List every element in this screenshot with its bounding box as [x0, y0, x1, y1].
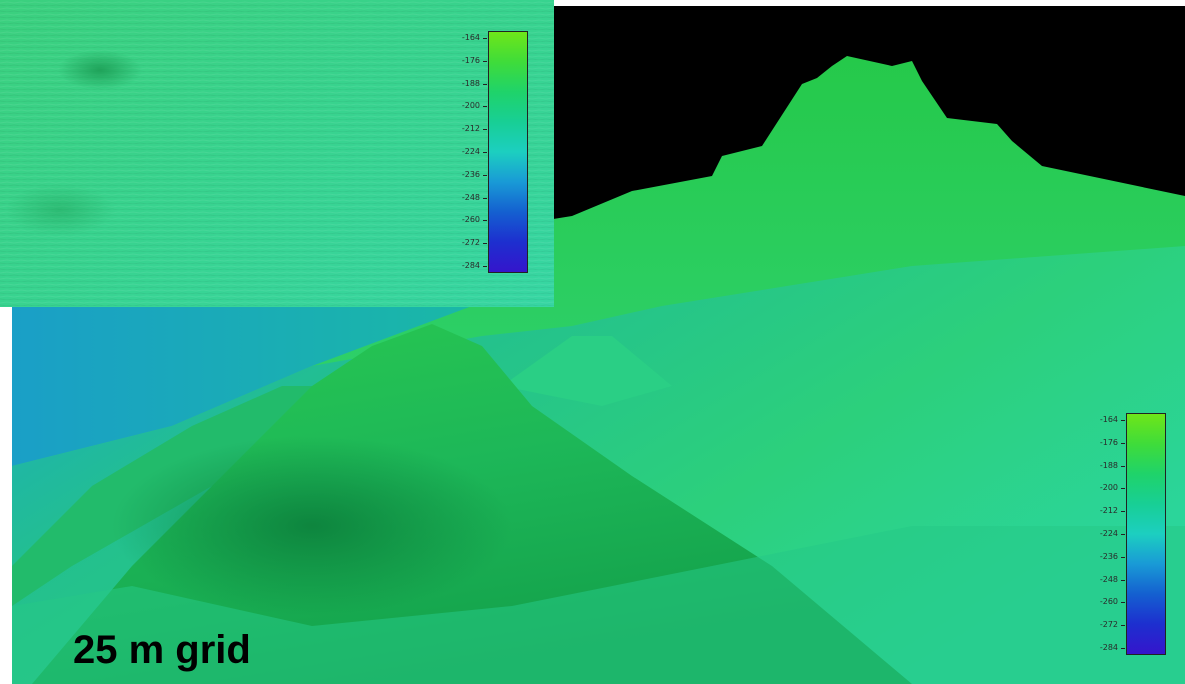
colorbar-tick-mark — [1121, 511, 1125, 513]
colorbar-tick-label: -212 — [1099, 506, 1118, 516]
colorbar-tick-mark — [483, 60, 487, 62]
colorbar-tick-label: -248 — [461, 192, 480, 202]
colorbar-tick-label: -224 — [1099, 529, 1118, 538]
colorbar-tick-mark — [1121, 648, 1125, 649]
colorbar-gradient — [488, 31, 528, 273]
colorbar-tick-mark — [1121, 488, 1125, 490]
colorbar-tick-mark — [1121, 556, 1125, 558]
colorbar-tick-label: -176 — [461, 55, 480, 65]
colorbar-tick-mark — [483, 266, 487, 267]
inset-depth-colorbar: -164 -176 -188 -200 -212 -224 -236 -248 -260 -272… — [446, 27, 536, 279]
colorbar-tick-mark — [483, 38, 487, 39]
inset-mound — [58, 50, 142, 90]
colorbar-tick-label: -260 — [461, 215, 480, 225]
colorbar-tick-label: -176 — [1099, 437, 1118, 447]
colorbar-tick-label: -260 — [1099, 597, 1118, 607]
colorbar-tick-mark — [1121, 465, 1125, 467]
colorbar-tick-label: -188 — [461, 78, 480, 88]
colorbar-tick-mark — [1121, 625, 1125, 627]
colorbar-tick-label: -164 — [1099, 415, 1118, 424]
grid-resolution-caption: 25 m grid — [73, 628, 251, 672]
colorbar-tick-label: -284 — [1099, 643, 1118, 652]
colorbar-tick-label: -236 — [1099, 551, 1118, 561]
colorbar-gradient — [1126, 413, 1166, 655]
colorbar-tick-label: -284 — [461, 261, 480, 270]
colorbar-tick-mark — [1121, 420, 1125, 421]
colorbar-tick-label: -164 — [461, 33, 480, 42]
main-terrain-view: -164 -176 -188 -200 -212 -224 -236 -248 -260 -272… — [12, 6, 1185, 684]
colorbar-tick-mark — [1121, 534, 1125, 535]
foreground-floor — [12, 526, 1185, 684]
colorbar-tick-mark — [483, 106, 487, 108]
colorbar-tick-label: -224 — [461, 147, 480, 156]
colorbar-tick-mark — [483, 174, 487, 176]
valley-shadow — [112, 436, 512, 616]
colorbar-tick-mark — [483, 243, 487, 245]
colorbar-tick-mark — [483, 83, 487, 85]
mid-bump — [502, 336, 672, 406]
inset-terrain-view: -164 -176 -188 -200 -212 -224 -236 -248 -260 -272… — [0, 0, 554, 307]
inset-terrain-render — [0, 0, 554, 307]
colorbar-tick-mark — [483, 129, 487, 131]
colorbar-tick-label: -272 — [1099, 620, 1118, 630]
colorbar-tick-mark — [1121, 602, 1125, 604]
terrain-3d-render — [12, 6, 1185, 684]
colorbar-tick-label: -200 — [1099, 483, 1118, 493]
colorbar-tick-label: -188 — [1099, 460, 1118, 470]
colorbar-tick-mark — [1121, 442, 1125, 444]
colorbar-tick-mark — [483, 220, 487, 222]
colorbar-tick-mark — [483, 152, 487, 153]
colorbar-tick-label: -200 — [461, 101, 480, 111]
colorbar-tick-label: -236 — [461, 169, 480, 179]
deep-slope — [12, 266, 472, 466]
depth-colorbar: -164 -176 -188 -200 -212 -224 -236 -248 -260 -272… — [1084, 409, 1174, 661]
colorbar-tick-label: -248 — [1099, 574, 1118, 584]
colorbar-tick-label: -272 — [461, 238, 480, 248]
inset-mound-2 — [5, 184, 115, 236]
colorbar-tick-label: -212 — [461, 124, 480, 134]
colorbar-tick-mark — [483, 197, 487, 199]
colorbar-tick-mark — [1121, 579, 1125, 581]
